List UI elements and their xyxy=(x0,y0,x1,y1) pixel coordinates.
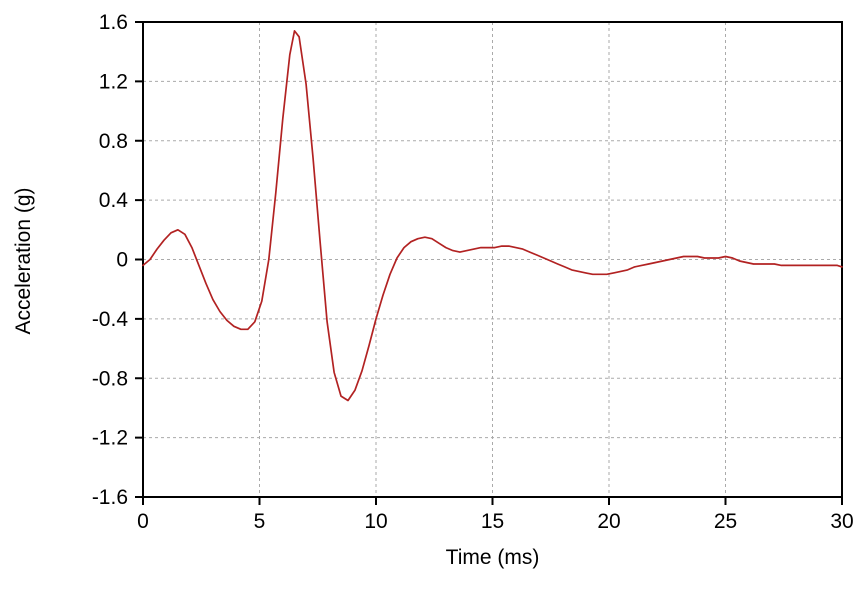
acceleration-series-line xyxy=(142,30,843,402)
y-tick-label: 0 xyxy=(116,249,128,272)
x-tick-label: 0 xyxy=(137,510,149,533)
x-tick-label: 15 xyxy=(481,510,504,533)
y-tick-label: 1.6 xyxy=(99,11,128,34)
y-tick-label: 0.4 xyxy=(99,189,129,212)
y-tick-label: 0.8 xyxy=(99,130,128,153)
x-tick-label: 20 xyxy=(597,510,620,533)
y-tick-label: -0.8 xyxy=(92,367,128,390)
y-tick-label: -1.6 xyxy=(92,486,128,509)
y-tick-label: -0.4 xyxy=(92,308,129,331)
y-tick-label: 1.2 xyxy=(99,70,128,93)
x-tick-label: 10 xyxy=(364,510,387,533)
y-tick-label: -1.2 xyxy=(92,427,128,450)
x-axis-title: Time (ms) xyxy=(445,546,540,569)
y-axis-title: Acceleration (g) xyxy=(12,187,35,335)
x-tick-label: 5 xyxy=(254,510,266,533)
x-tick-label: 30 xyxy=(830,510,853,533)
x-tick-label: 25 xyxy=(714,510,737,533)
